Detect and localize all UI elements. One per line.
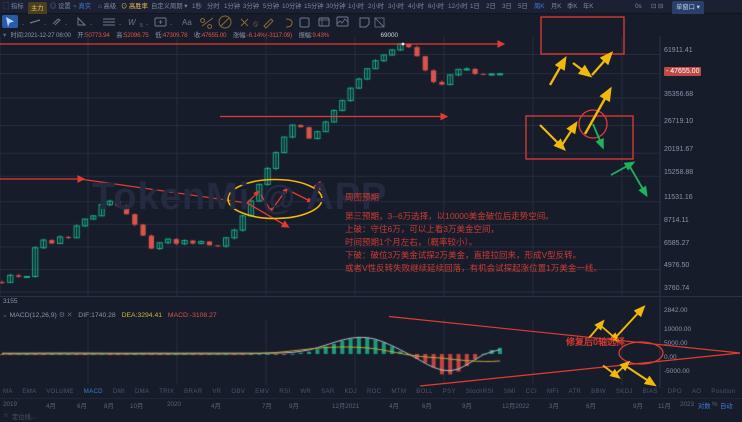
svg-text:Aa: Aa: [182, 18, 192, 27]
svg-text:.: .: [90, 18, 92, 27]
svg-text:⦸: ⦸: [253, 19, 259, 28]
svg-text:.: .: [170, 18, 172, 27]
svg-text:.: .: [22, 18, 24, 27]
svg-text:69000: 69000: [380, 32, 398, 39]
svg-text:.: .: [65, 18, 67, 27]
svg-text:.: .: [146, 18, 148, 27]
svg-text:.: .: [44, 18, 46, 27]
svg-text:W: W: [128, 18, 137, 27]
svg-text:修复后0轴选择: 修复后0轴选择: [565, 336, 626, 347]
svg-text:.: .: [119, 18, 121, 27]
